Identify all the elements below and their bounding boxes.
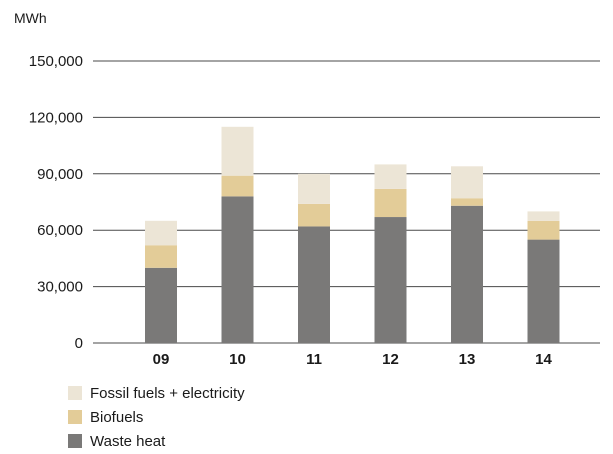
x-category-label: 12 (382, 351, 399, 368)
bar-segment (451, 198, 483, 206)
bars (145, 126, 560, 343)
y-tick-label: 120,000 (29, 109, 83, 126)
bar-segment (145, 267, 177, 343)
legend-item: Waste heat (68, 429, 245, 453)
bar-segment (221, 196, 254, 343)
legend-swatch (68, 386, 82, 400)
bar-segment (298, 203, 330, 227)
x-category-label: 10 (229, 351, 246, 368)
bar-segment (527, 211, 560, 221)
legend-swatch (68, 410, 82, 424)
legend-label: Fossil fuels + electricity (90, 384, 245, 402)
bar-segment (298, 173, 330, 204)
y-axis-unit-label: MWh (14, 10, 47, 26)
x-category-label: 11 (306, 351, 322, 368)
bar-segment (298, 226, 330, 343)
bar-segment (221, 126, 254, 176)
y-tick-label: 150,000 (29, 53, 83, 70)
legend: Fossil fuels + electricity Biofuels Waste … (68, 381, 245, 453)
bar-segment (221, 175, 254, 197)
y-tick-label: 90,000 (37, 166, 83, 183)
y-axis-ticks: 0 30,000 60,000 90,000 120,000 150,000 (29, 53, 83, 352)
bar-segment (145, 245, 177, 268)
y-tick-label: 0 (75, 335, 83, 352)
bar-segment (374, 164, 407, 189)
legend-item: Fossil fuels + electricity (68, 381, 245, 405)
x-category-label: 13 (459, 351, 476, 368)
bar-segment (451, 166, 483, 199)
bar-segment (374, 188, 407, 218)
bar-segment (374, 217, 407, 343)
y-tick-label: 30,000 (37, 279, 83, 296)
gridlines (93, 60, 600, 344)
x-category-label: 14 (535, 351, 552, 368)
x-category-label: 09 (153, 351, 170, 368)
legend-item: Biofuels (68, 405, 245, 429)
x-axis-labels: 09 10 11 12 13 14 (153, 351, 553, 368)
bar-segment (145, 220, 177, 246)
legend-swatch (68, 434, 82, 448)
legend-label: Waste heat (90, 432, 166, 450)
bar-segment (527, 239, 560, 343)
bar-segment (451, 205, 483, 343)
bar-segment (527, 220, 560, 240)
y-tick-label: 60,000 (37, 222, 83, 239)
legend-label: Biofuels (90, 408, 144, 426)
